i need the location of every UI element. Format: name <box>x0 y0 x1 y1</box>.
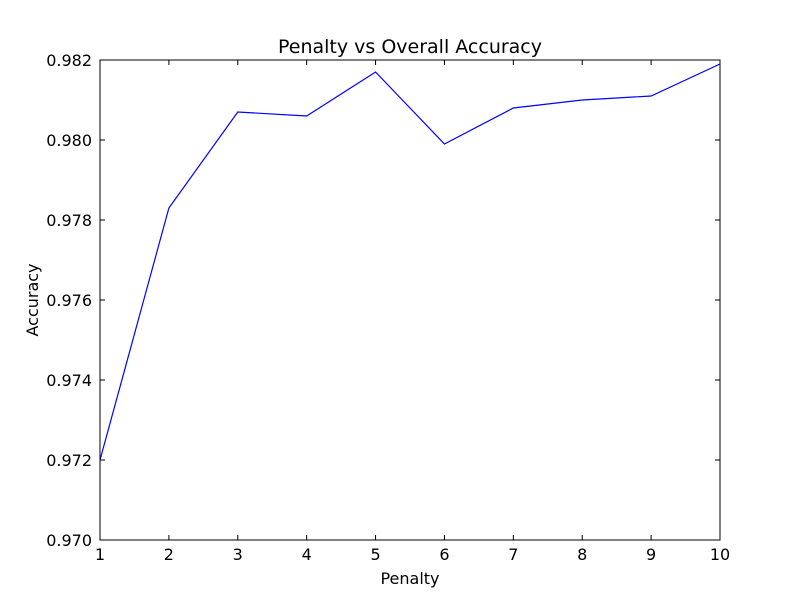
y-tick-label: 0.980 <box>46 131 92 150</box>
x-tick-label: 4 <box>302 545 312 564</box>
y-tick-label: 0.974 <box>46 371 92 390</box>
x-tick-label: 3 <box>233 545 243 564</box>
y-tick-label: 0.970 <box>46 531 92 550</box>
x-tick-label: 7 <box>508 545 518 564</box>
series-line <box>99 63 721 461</box>
chart-title: Penalty vs Overall Accuracy <box>278 36 542 58</box>
y-tick-label: 0.972 <box>46 451 92 470</box>
y-axis-label: Accuracy <box>23 263 42 336</box>
x-tick-label: 5 <box>370 545 380 564</box>
y-tick-label: 0.982 <box>46 51 92 70</box>
y-tick-label: 0.978 <box>46 211 92 230</box>
x-tick-label: 8 <box>577 545 587 564</box>
x-tick-label: 6 <box>439 545 449 564</box>
plot-frame <box>99 59 721 541</box>
y-tick-label: 0.976 <box>46 291 92 310</box>
x-axis-label: Penalty <box>380 569 439 588</box>
x-tick-label: 1 <box>95 545 105 564</box>
series-layer <box>99 63 721 461</box>
x-tick-label: 9 <box>646 545 656 564</box>
x-tick-label: 10 <box>710 545 730 564</box>
ticks-layer: 1 2 3 4 5 6 7 8 9 10 0.970 0.972 0.974 0.976 0.978 0.98… <box>46 51 730 564</box>
x-tick-label: 2 <box>164 545 174 564</box>
